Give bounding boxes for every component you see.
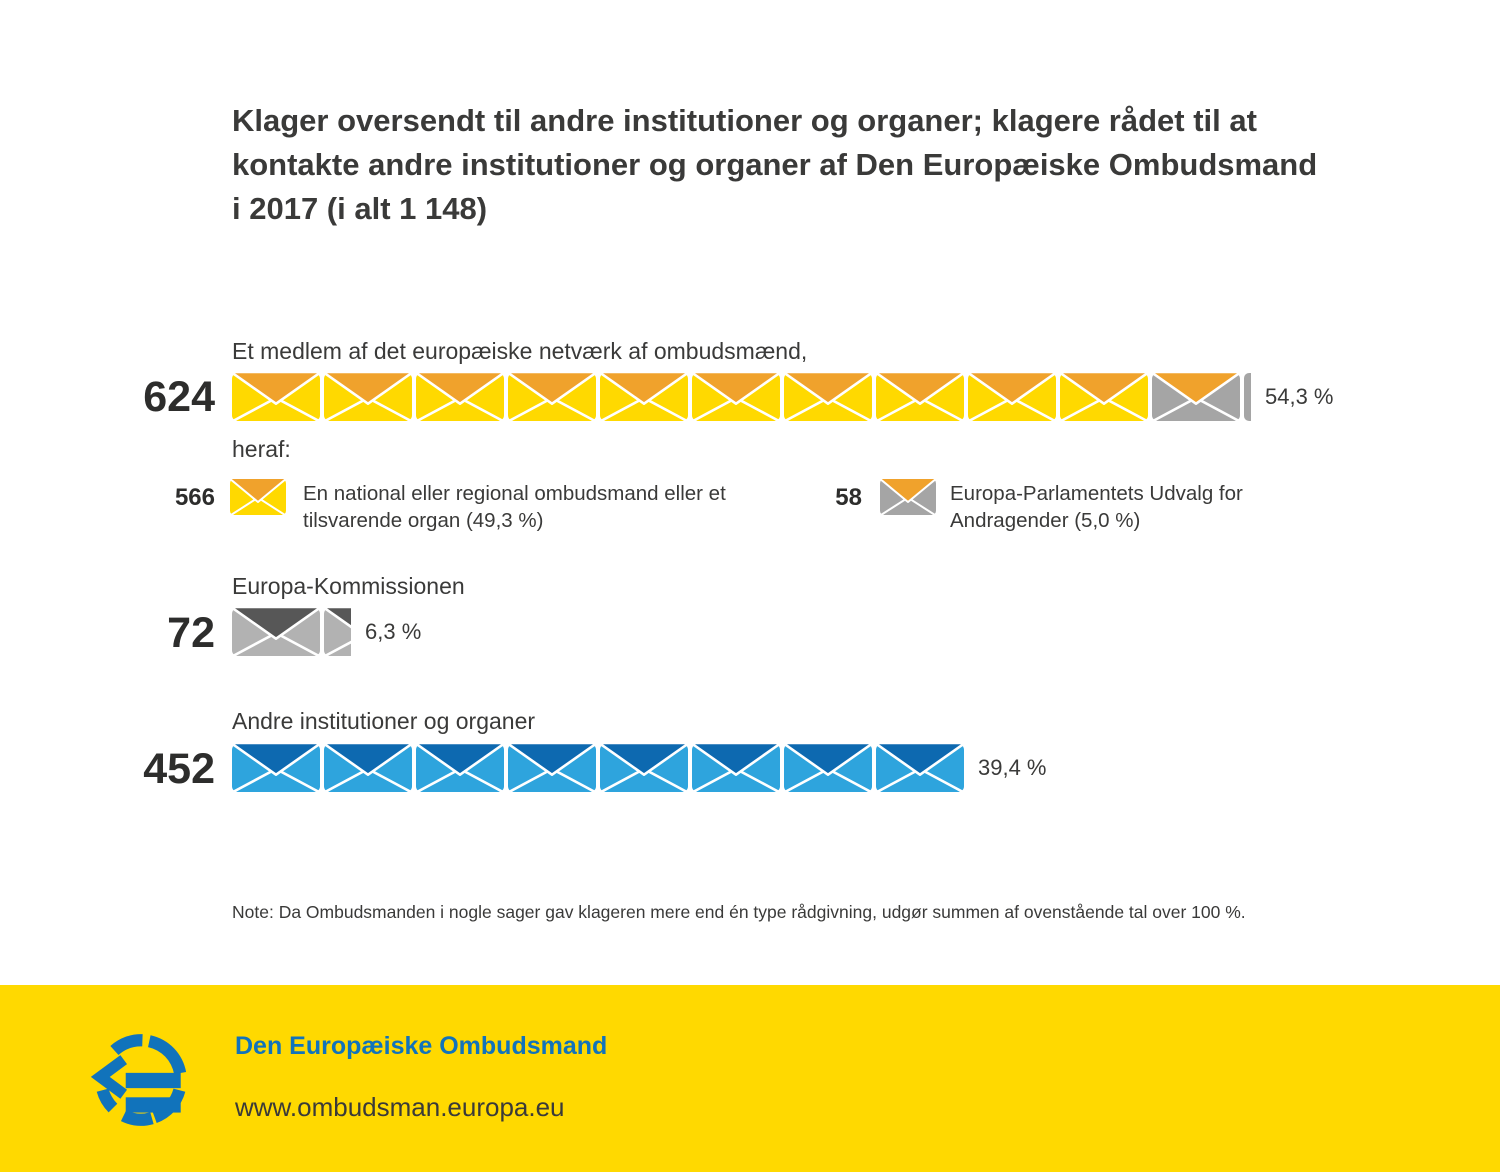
envelope-icon — [880, 479, 936, 515]
row-other-label: Andre institutioner og organer — [232, 708, 536, 734]
envelope-icon — [416, 373, 504, 421]
envelope-sliver — [1244, 373, 1251, 421]
breakdown-national-icon — [230, 479, 286, 515]
row-network-envelopes — [232, 373, 1251, 421]
envelope-icon — [784, 744, 872, 792]
row-commission-envelopes — [232, 608, 351, 656]
row-commission-percent: 6,3 % — [365, 619, 422, 644]
envelope-icon — [232, 744, 320, 792]
envelope-icon — [324, 744, 412, 792]
title-line-1: Klager oversendt til andre institutioner… — [232, 103, 1257, 138]
footer-website: www.ombudsman.europa.eu — [235, 1092, 565, 1122]
envelope-icon — [1060, 373, 1148, 421]
breakdown-national-value: 566 — [174, 484, 215, 511]
breakdown-petitions-value: 58 — [835, 484, 862, 511]
envelope-icon — [692, 744, 780, 792]
envelope-icon — [1152, 373, 1240, 421]
envelope-icon — [324, 373, 412, 421]
envelope-icon — [600, 373, 688, 421]
heraf-label: heraf: — [232, 436, 291, 462]
footer-org-name: Den Europæiske Ombudsmand — [235, 1032, 608, 1060]
envelope-icon — [600, 744, 688, 792]
footer: Den Europæiske Ombudsmand www.ombudsman.… — [0, 985, 1500, 1172]
row-network-bar: 54,3 % — [232, 373, 1334, 421]
note-text: Note: Da Ombudsmanden i nogle sager gav … — [232, 902, 1246, 922]
european-ombudsman-logo — [90, 1034, 187, 1126]
envelope-icon — [876, 373, 964, 421]
breakdown-petitions-label: Europa-Parlamentets Udvalg for Andragend… — [950, 482, 1243, 532]
envelope-icon — [692, 373, 780, 421]
row-network-percent: 54,3 % — [1265, 384, 1334, 409]
row-other-bar: 39,4 % — [232, 744, 1047, 792]
envelope-icon — [232, 608, 320, 656]
envelope-icon — [968, 373, 1056, 421]
envelope-icon — [876, 744, 964, 792]
title-line-3: i 2017 (i alt 1 148) — [232, 191, 488, 226]
envelope-icon — [508, 373, 596, 421]
row-commission-bar: 6,3 % — [232, 608, 421, 656]
breakdown-national-label: En national eller regional ombudsmand el… — [303, 482, 726, 532]
row-other-envelopes — [232, 744, 964, 792]
envelope-icon — [232, 373, 320, 421]
title-line-2: kontakte andre institutioner og organer … — [232, 147, 1318, 182]
row-commission-label: Europa-Kommissionen — [232, 573, 465, 599]
page-title: Klager oversendt til andre institutioner… — [232, 99, 1462, 231]
row-other-value: 452 — [143, 745, 215, 793]
envelope-icon — [508, 744, 596, 792]
envelope-icon — [230, 479, 286, 515]
envelope-icon — [784, 373, 872, 421]
row-network-label: Et medlem af det europæiske netværk af o… — [232, 338, 808, 364]
envelope-icon — [416, 744, 504, 792]
row-other-percent: 39,4 % — [978, 755, 1047, 780]
breakdown-petitions-icon — [880, 479, 936, 515]
envelope-partial — [324, 608, 351, 656]
row-commission-value: 72 — [167, 609, 215, 657]
row-network-value: 624 — [143, 373, 215, 421]
